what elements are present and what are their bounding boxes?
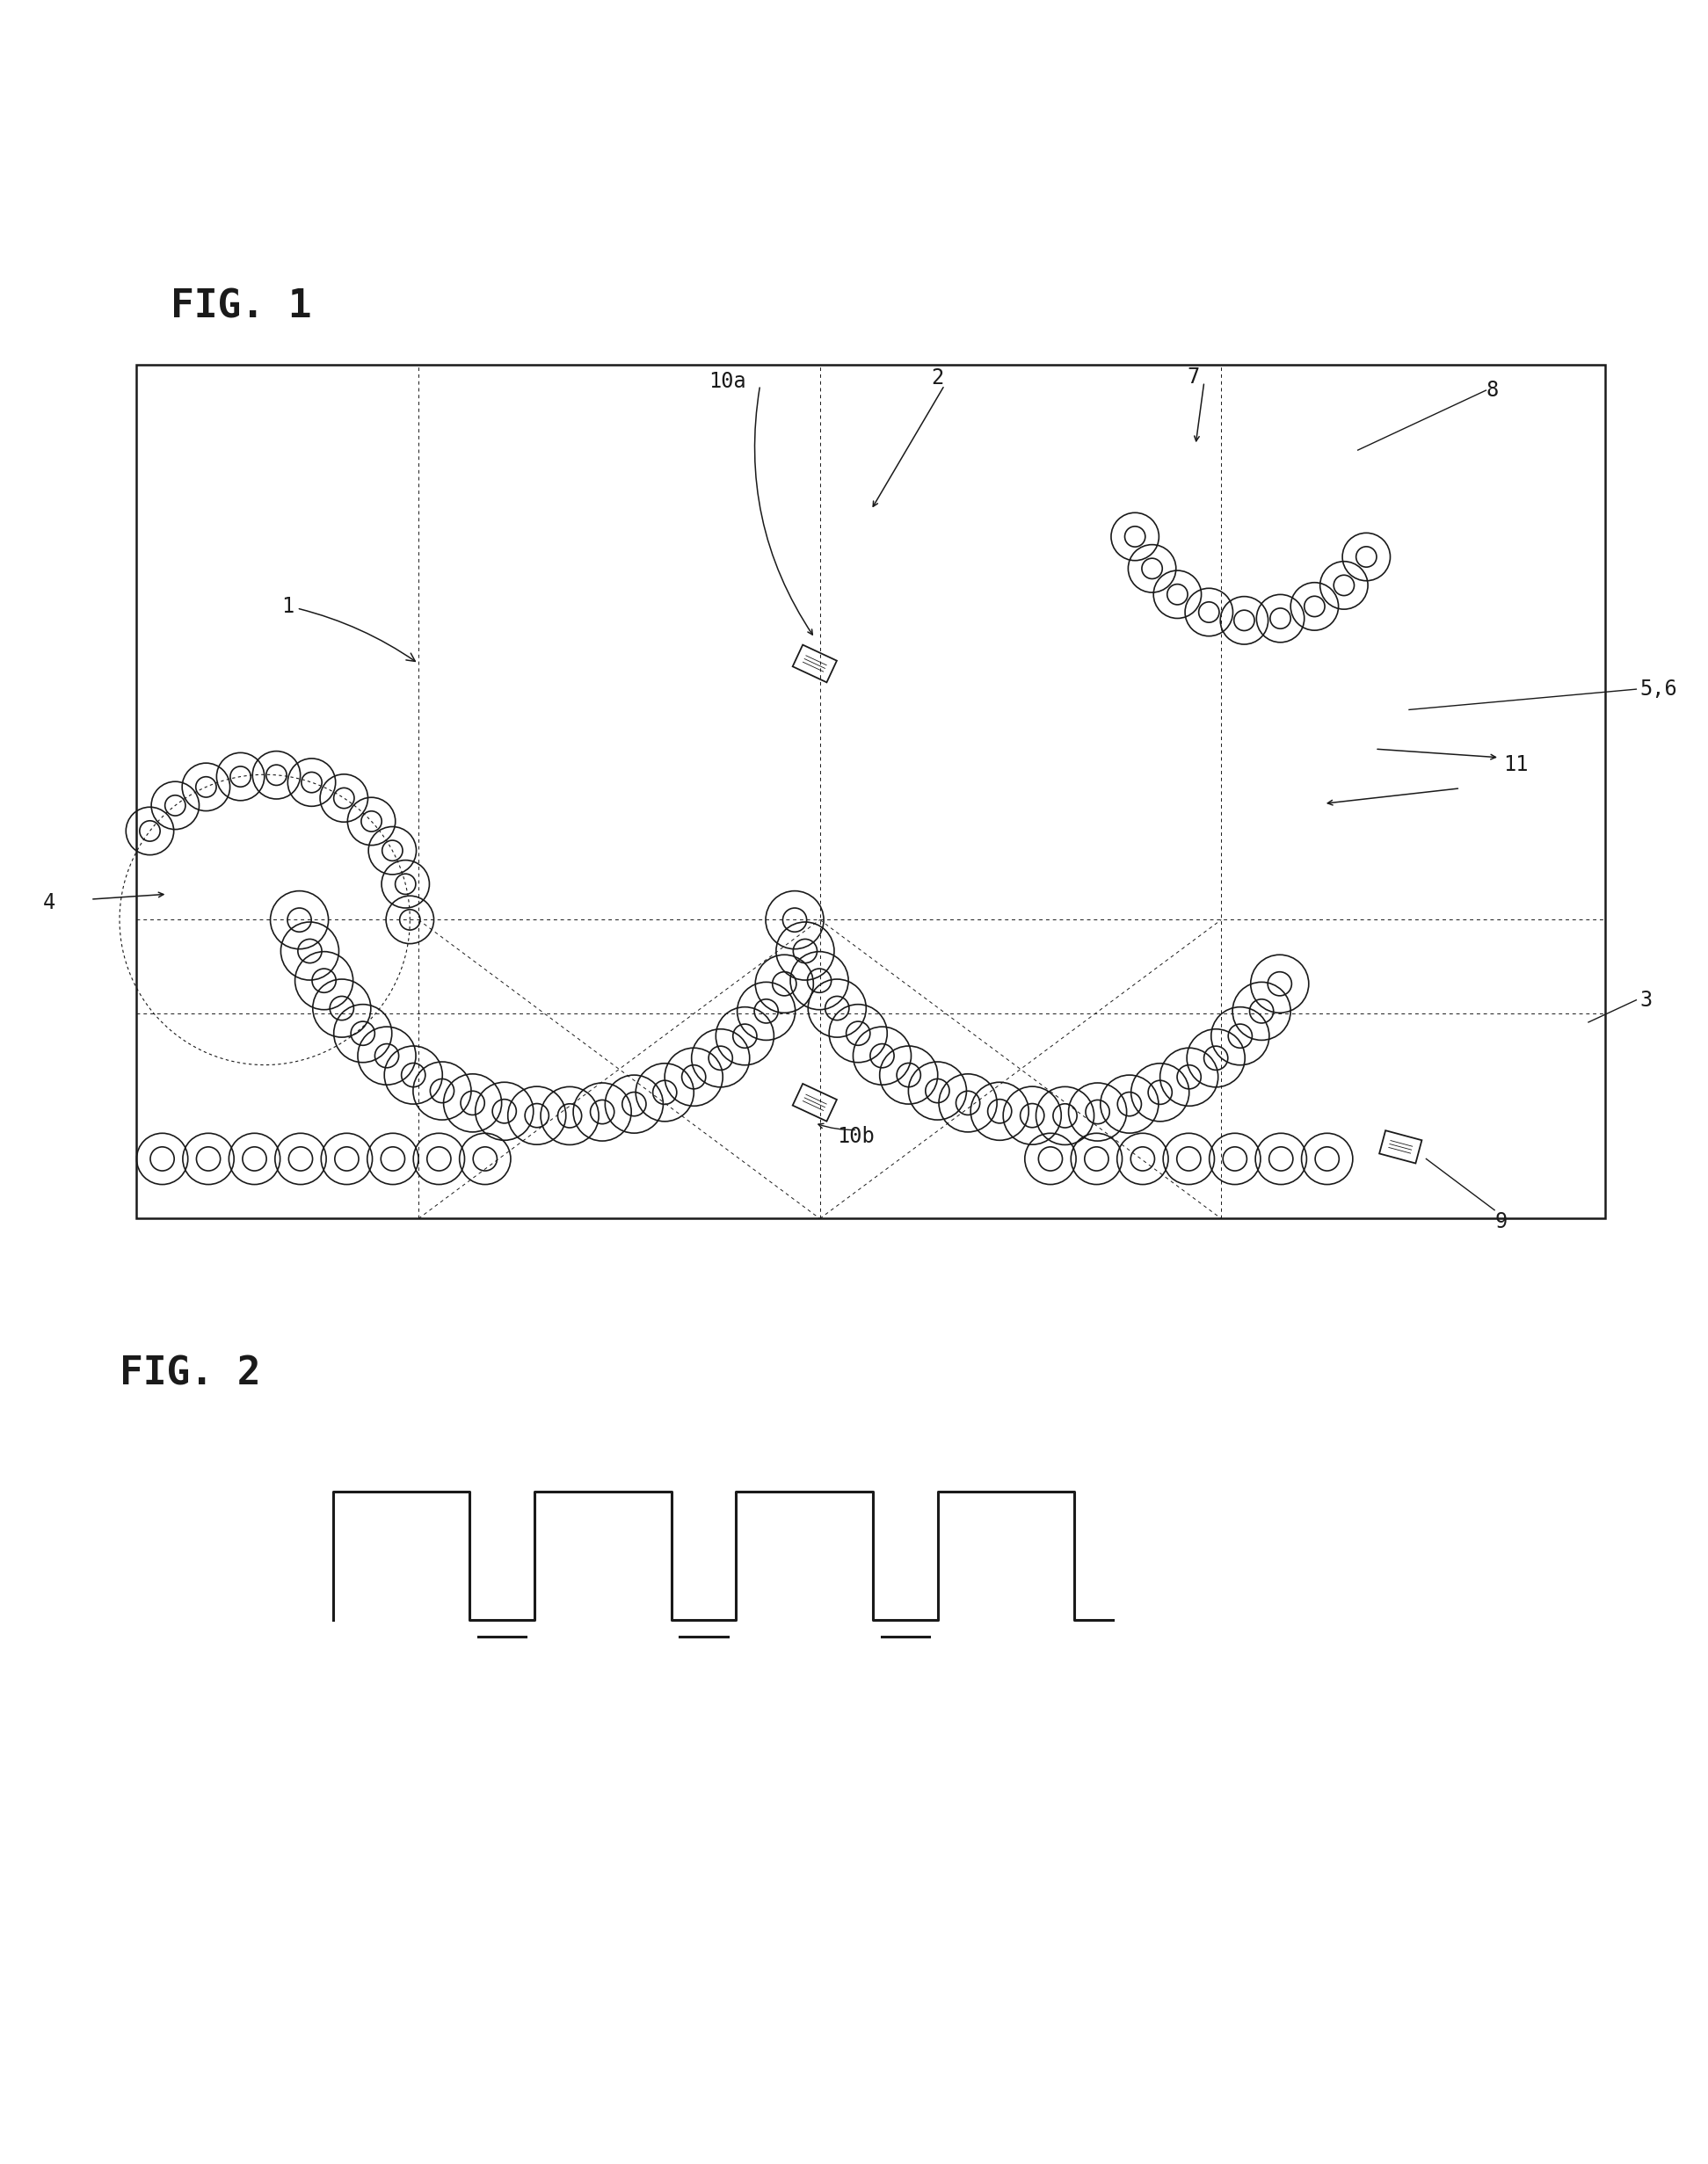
Text: 4: 4: [43, 892, 55, 913]
Polygon shape: [793, 1084, 837, 1121]
Text: 1: 1: [282, 595, 415, 662]
Polygon shape: [1380, 1130, 1421, 1164]
Text: 2: 2: [931, 368, 943, 390]
Text: 5,6: 5,6: [1640, 679, 1677, 699]
Text: FIG. 2: FIG. 2: [120, 1355, 261, 1394]
Text: 10b: 10b: [837, 1125, 874, 1147]
Polygon shape: [793, 645, 837, 682]
Text: 9: 9: [1494, 1212, 1506, 1233]
Text: 7: 7: [1187, 366, 1199, 387]
Bar: [137, 366, 1606, 1218]
Text: 11: 11: [1503, 753, 1529, 775]
Text: 8: 8: [1486, 381, 1498, 400]
Text: FIG. 1: FIG. 1: [171, 288, 313, 325]
Text: 10a: 10a: [709, 372, 746, 392]
Text: 3: 3: [1640, 989, 1652, 1011]
